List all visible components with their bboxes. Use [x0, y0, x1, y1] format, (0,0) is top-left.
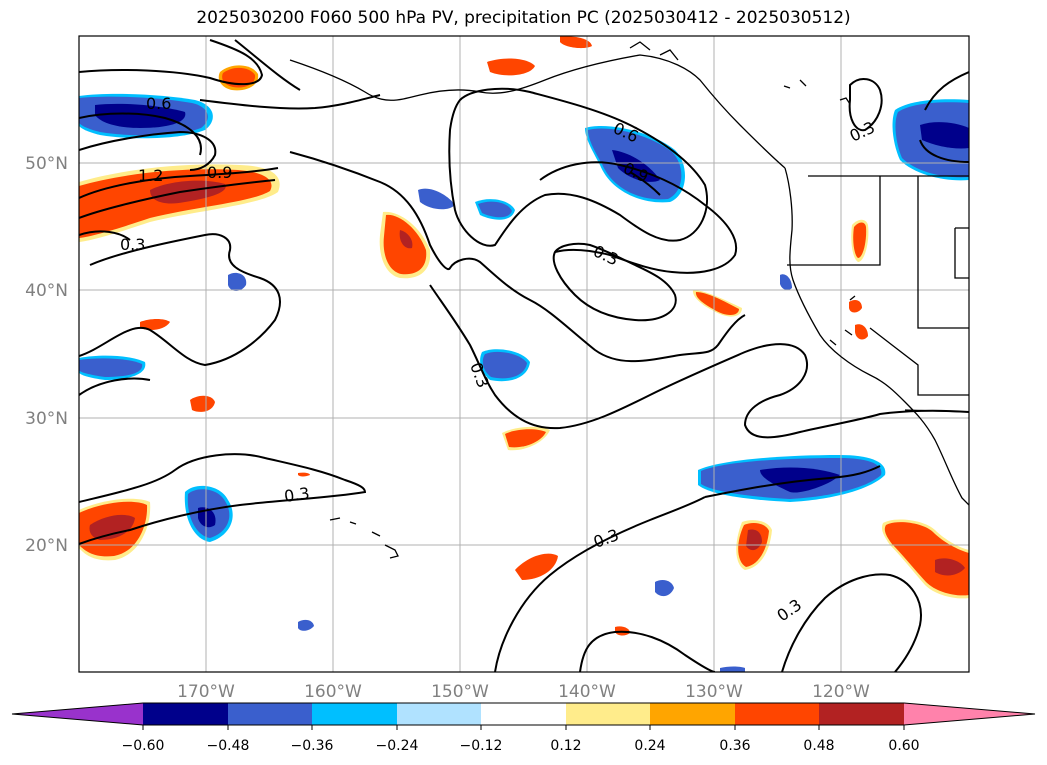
colorbar: −0.60 −0.48 −0.36 −0.24 −0.12 0.12 0.24 …	[11, 702, 1036, 754]
lat-label-20: 20°N	[25, 536, 68, 556]
colorbar-tick-label: 0.24	[634, 738, 665, 754]
chart-title: 2025030200 F060 500 hPa PV, precipitatio…	[196, 8, 851, 28]
colorbar-segment	[481, 703, 566, 725]
lon-label-150w: 150°W	[431, 682, 489, 702]
colorbar-tick-label: −0.60	[122, 738, 165, 754]
colorbar-segment	[735, 703, 820, 725]
colorbar-tick-label: −0.48	[207, 738, 250, 754]
lat-label-40: 40°N	[25, 281, 68, 301]
graticule	[79, 36, 969, 672]
lat-label-30: 30°N	[25, 409, 68, 429]
pv-contours	[79, 39, 969, 672]
colorbar-tick-label: 0.36	[719, 738, 750, 754]
contour-label: 0.9	[207, 163, 232, 182]
colorbar-segment	[650, 703, 735, 725]
colorbar-extend-right	[904, 703, 1035, 725]
colorbar-tick-label: 0.48	[803, 738, 834, 754]
contour-label: 0.6	[146, 94, 171, 113]
colorbar-tick-label: −0.24	[376, 738, 419, 754]
contour-label: 0.3	[120, 235, 145, 254]
coastlines	[289, 41, 969, 559]
lon-label-120w: 120°W	[812, 682, 870, 702]
colorbar-segment	[819, 703, 904, 725]
lon-label-170w: 170°W	[177, 682, 235, 702]
map-frame	[78, 35, 970, 673]
lon-label-130w: 130°W	[685, 682, 743, 702]
colorbar-tick-label: −0.12	[460, 738, 503, 754]
colorbar-segment	[143, 703, 228, 725]
lon-label-140w: 140°W	[558, 682, 616, 702]
colorbar-tick-label: 0.60	[888, 738, 919, 754]
colorbar-tick-label: −0.36	[291, 738, 334, 754]
colorbar-segment	[228, 703, 313, 725]
lon-label-160w: 160°W	[304, 682, 362, 702]
colorbar-segment	[397, 703, 482, 725]
colorbar-segment	[312, 703, 397, 725]
colorbar-extend-left	[12, 703, 143, 725]
lat-label-50: 50°N	[25, 154, 68, 174]
contour-label: 1.2	[138, 166, 163, 185]
colorbar-segment	[566, 703, 651, 725]
contour-label: 0.3	[283, 484, 311, 506]
colorbar-tick-label: 0.12	[550, 738, 581, 754]
